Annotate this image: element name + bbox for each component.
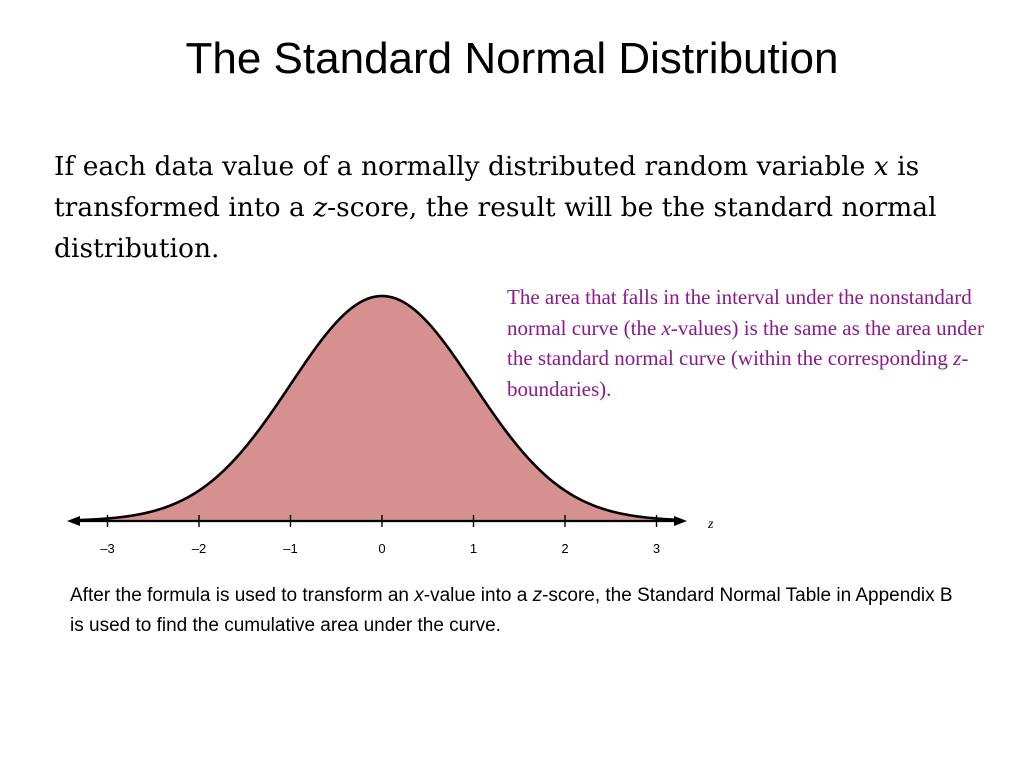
z-tick-label: 3 — [653, 541, 660, 556]
callout-text-1: The area that falls in the interval unde… — [507, 285, 972, 340]
callout-var-x: x — [661, 315, 671, 340]
curve-area — [80, 296, 675, 521]
curve-line — [80, 294, 675, 522]
intro-text-3: -score, the result will be the standard … — [54, 192, 937, 264]
callout-note: The area that falls in the interval unde… — [507, 282, 987, 404]
footer-var-z: z — [532, 585, 543, 606]
intro-text-1: If each data value of a normally distrib… — [54, 151, 874, 182]
footer-paragraph: After the formula is used to transform a… — [70, 581, 970, 641]
z-axis-label: z — [707, 517, 714, 532]
z-tick-label: –2 — [192, 541, 206, 556]
z-tick-label: 1 — [470, 541, 477, 556]
intro-paragraph: If each data value of a normally distrib… — [54, 146, 984, 269]
z-axis-left-arrow — [67, 516, 80, 526]
intro-var-x: x — [873, 151, 889, 182]
intro-var-z: z — [313, 192, 328, 223]
intro-text-2: is transformed into a — [54, 151, 920, 223]
z-tick-label: –3 — [100, 541, 114, 556]
footer-text-1: After the formula is used to transform a… — [70, 585, 415, 606]
z-tick-label: 0 — [378, 541, 385, 556]
callout-text-2: -values) is the same as the area under t… — [507, 315, 984, 371]
footer-text-2: -value into a — [423, 585, 533, 606]
slide-title: The Standard Normal Distribution — [185, 34, 839, 83]
callout-var-z: z — [953, 346, 962, 370]
z-axis-ticks: –3 –2 –1 0 1 2 3 — [100, 515, 660, 556]
z-axis-right-arrow — [674, 516, 687, 526]
callout-text-3: -boundaries). — [507, 346, 969, 401]
z-tick-label: –1 — [283, 541, 297, 556]
footer-text-3: -score, the Standard Normal Table in App… — [70, 585, 953, 636]
z-tick-label: 2 — [561, 541, 568, 556]
footer-var-x: x — [414, 585, 424, 606]
